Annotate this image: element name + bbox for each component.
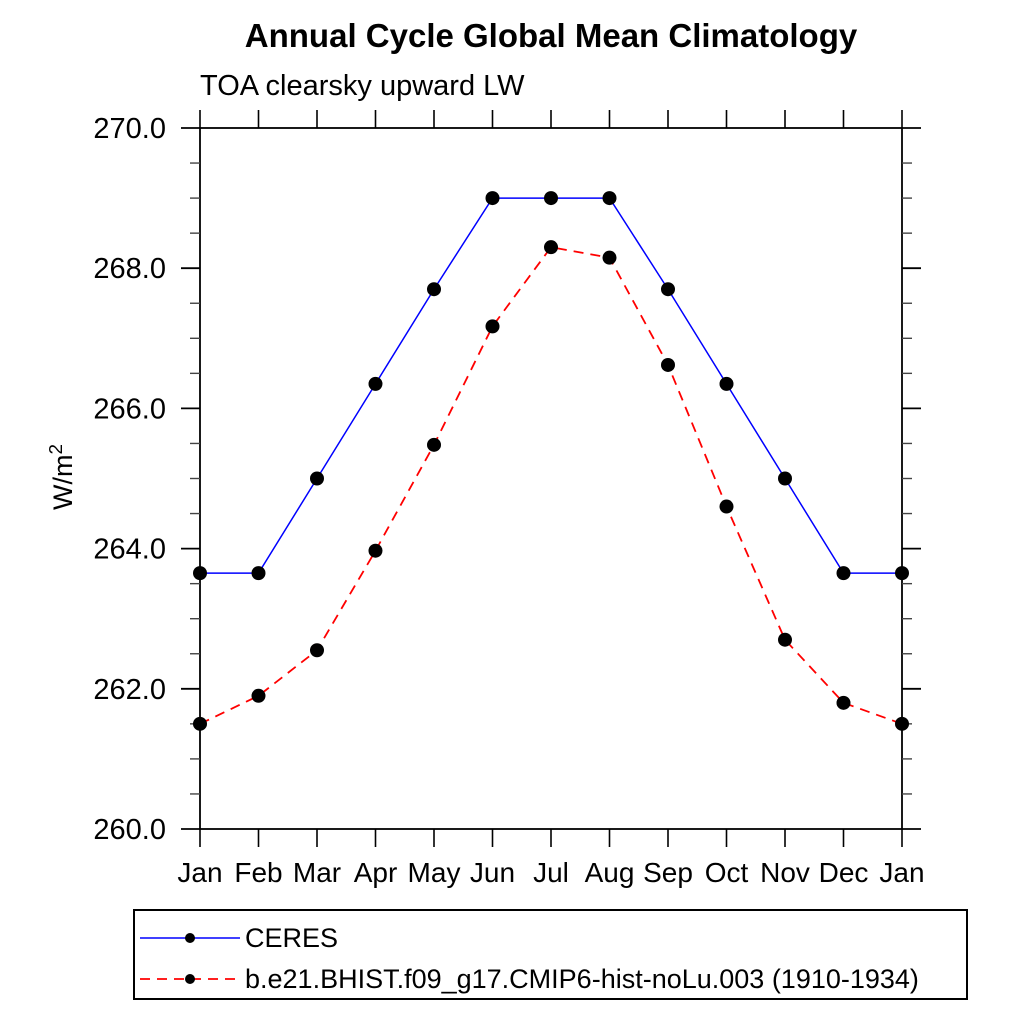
data-point-marker xyxy=(193,566,207,581)
data-point-marker xyxy=(895,716,909,731)
data-point-marker xyxy=(427,282,441,297)
data-point-marker xyxy=(661,282,675,297)
data-point-marker xyxy=(485,319,500,334)
y-tick-label: 262.0 xyxy=(93,674,166,706)
legend-box: CERES b.e21.BHIST.f09_g17.CMIP6-hist-noLu… xyxy=(133,909,968,1000)
y-tick-label: 264.0 xyxy=(93,534,166,566)
data-point-marker xyxy=(310,471,324,486)
x-tick-label: Mar xyxy=(293,857,341,888)
y-tick-label: 268.0 xyxy=(93,253,166,285)
x-tick-label: Jan xyxy=(177,857,222,888)
x-tick-label: Sep xyxy=(643,857,693,888)
data-point-marker xyxy=(719,499,734,514)
series-line-0 xyxy=(200,197,902,574)
data-point-marker xyxy=(778,471,792,486)
x-tick-label: Jun xyxy=(470,857,515,888)
x-tick-label: May xyxy=(408,857,461,888)
data-point-marker xyxy=(251,688,266,703)
legend-marker xyxy=(185,933,195,943)
x-tick-label: Oct xyxy=(705,857,749,888)
legend-item-0: CERES xyxy=(140,922,339,953)
data-point-marker xyxy=(602,191,617,206)
data-point-marker xyxy=(661,357,675,372)
data-point-marker xyxy=(368,376,383,391)
data-point-marker xyxy=(544,240,558,255)
data-point-marker xyxy=(310,643,324,658)
data-point-marker xyxy=(778,632,792,647)
data-point-marker xyxy=(836,566,851,581)
plot-frame xyxy=(199,127,903,830)
series-lines xyxy=(193,191,909,731)
data-point-marker xyxy=(427,437,441,452)
data-point-marker xyxy=(895,566,909,581)
data-point-marker xyxy=(251,566,266,581)
axes: Jan Feb Mar Apr May Jun Jul Aug Sep Oct Nov Dec Jan 2… xyxy=(93,110,925,888)
legend-marker xyxy=(185,974,195,984)
series-line-1 xyxy=(199,246,903,725)
y-axis-label: W/m2 xyxy=(46,444,79,510)
x-tick-label: Nov xyxy=(760,857,810,888)
y-tick-label: 266.0 xyxy=(93,393,166,425)
legend-line-sample xyxy=(140,974,240,984)
legend-label: b.e21.BHIST.f09_g17.CMIP6-hist-noLu.003 … xyxy=(245,963,919,994)
data-point-marker xyxy=(544,191,558,206)
y-tick-label: 270.0 xyxy=(93,113,166,145)
x-tick-label: Jul xyxy=(533,857,569,888)
x-tick-label: Aug xyxy=(585,857,635,888)
chart-subtitle: TOA clearsky upward LW xyxy=(200,70,525,102)
data-point-marker xyxy=(719,376,734,391)
data-point-marker xyxy=(836,695,851,710)
x-tick-label: Apr xyxy=(354,857,398,888)
x-tick-label: Dec xyxy=(819,857,869,888)
data-point-marker xyxy=(193,716,207,731)
data-point-marker xyxy=(368,543,383,558)
legend-line-sample xyxy=(140,933,240,943)
chart-title: Annual Cycle Global Mean Climatology xyxy=(245,17,858,54)
data-point-marker xyxy=(602,250,617,265)
y-tick-label: 260.0 xyxy=(93,814,166,846)
data-point-marker xyxy=(485,191,500,206)
x-tick-label: Feb xyxy=(234,857,282,888)
legend-item-1: b.e21.BHIST.f09_g17.CMIP6-hist-noLu.003 … xyxy=(140,963,919,994)
legend-label: CERES xyxy=(245,922,339,953)
x-tick-label: Jan xyxy=(879,857,924,888)
